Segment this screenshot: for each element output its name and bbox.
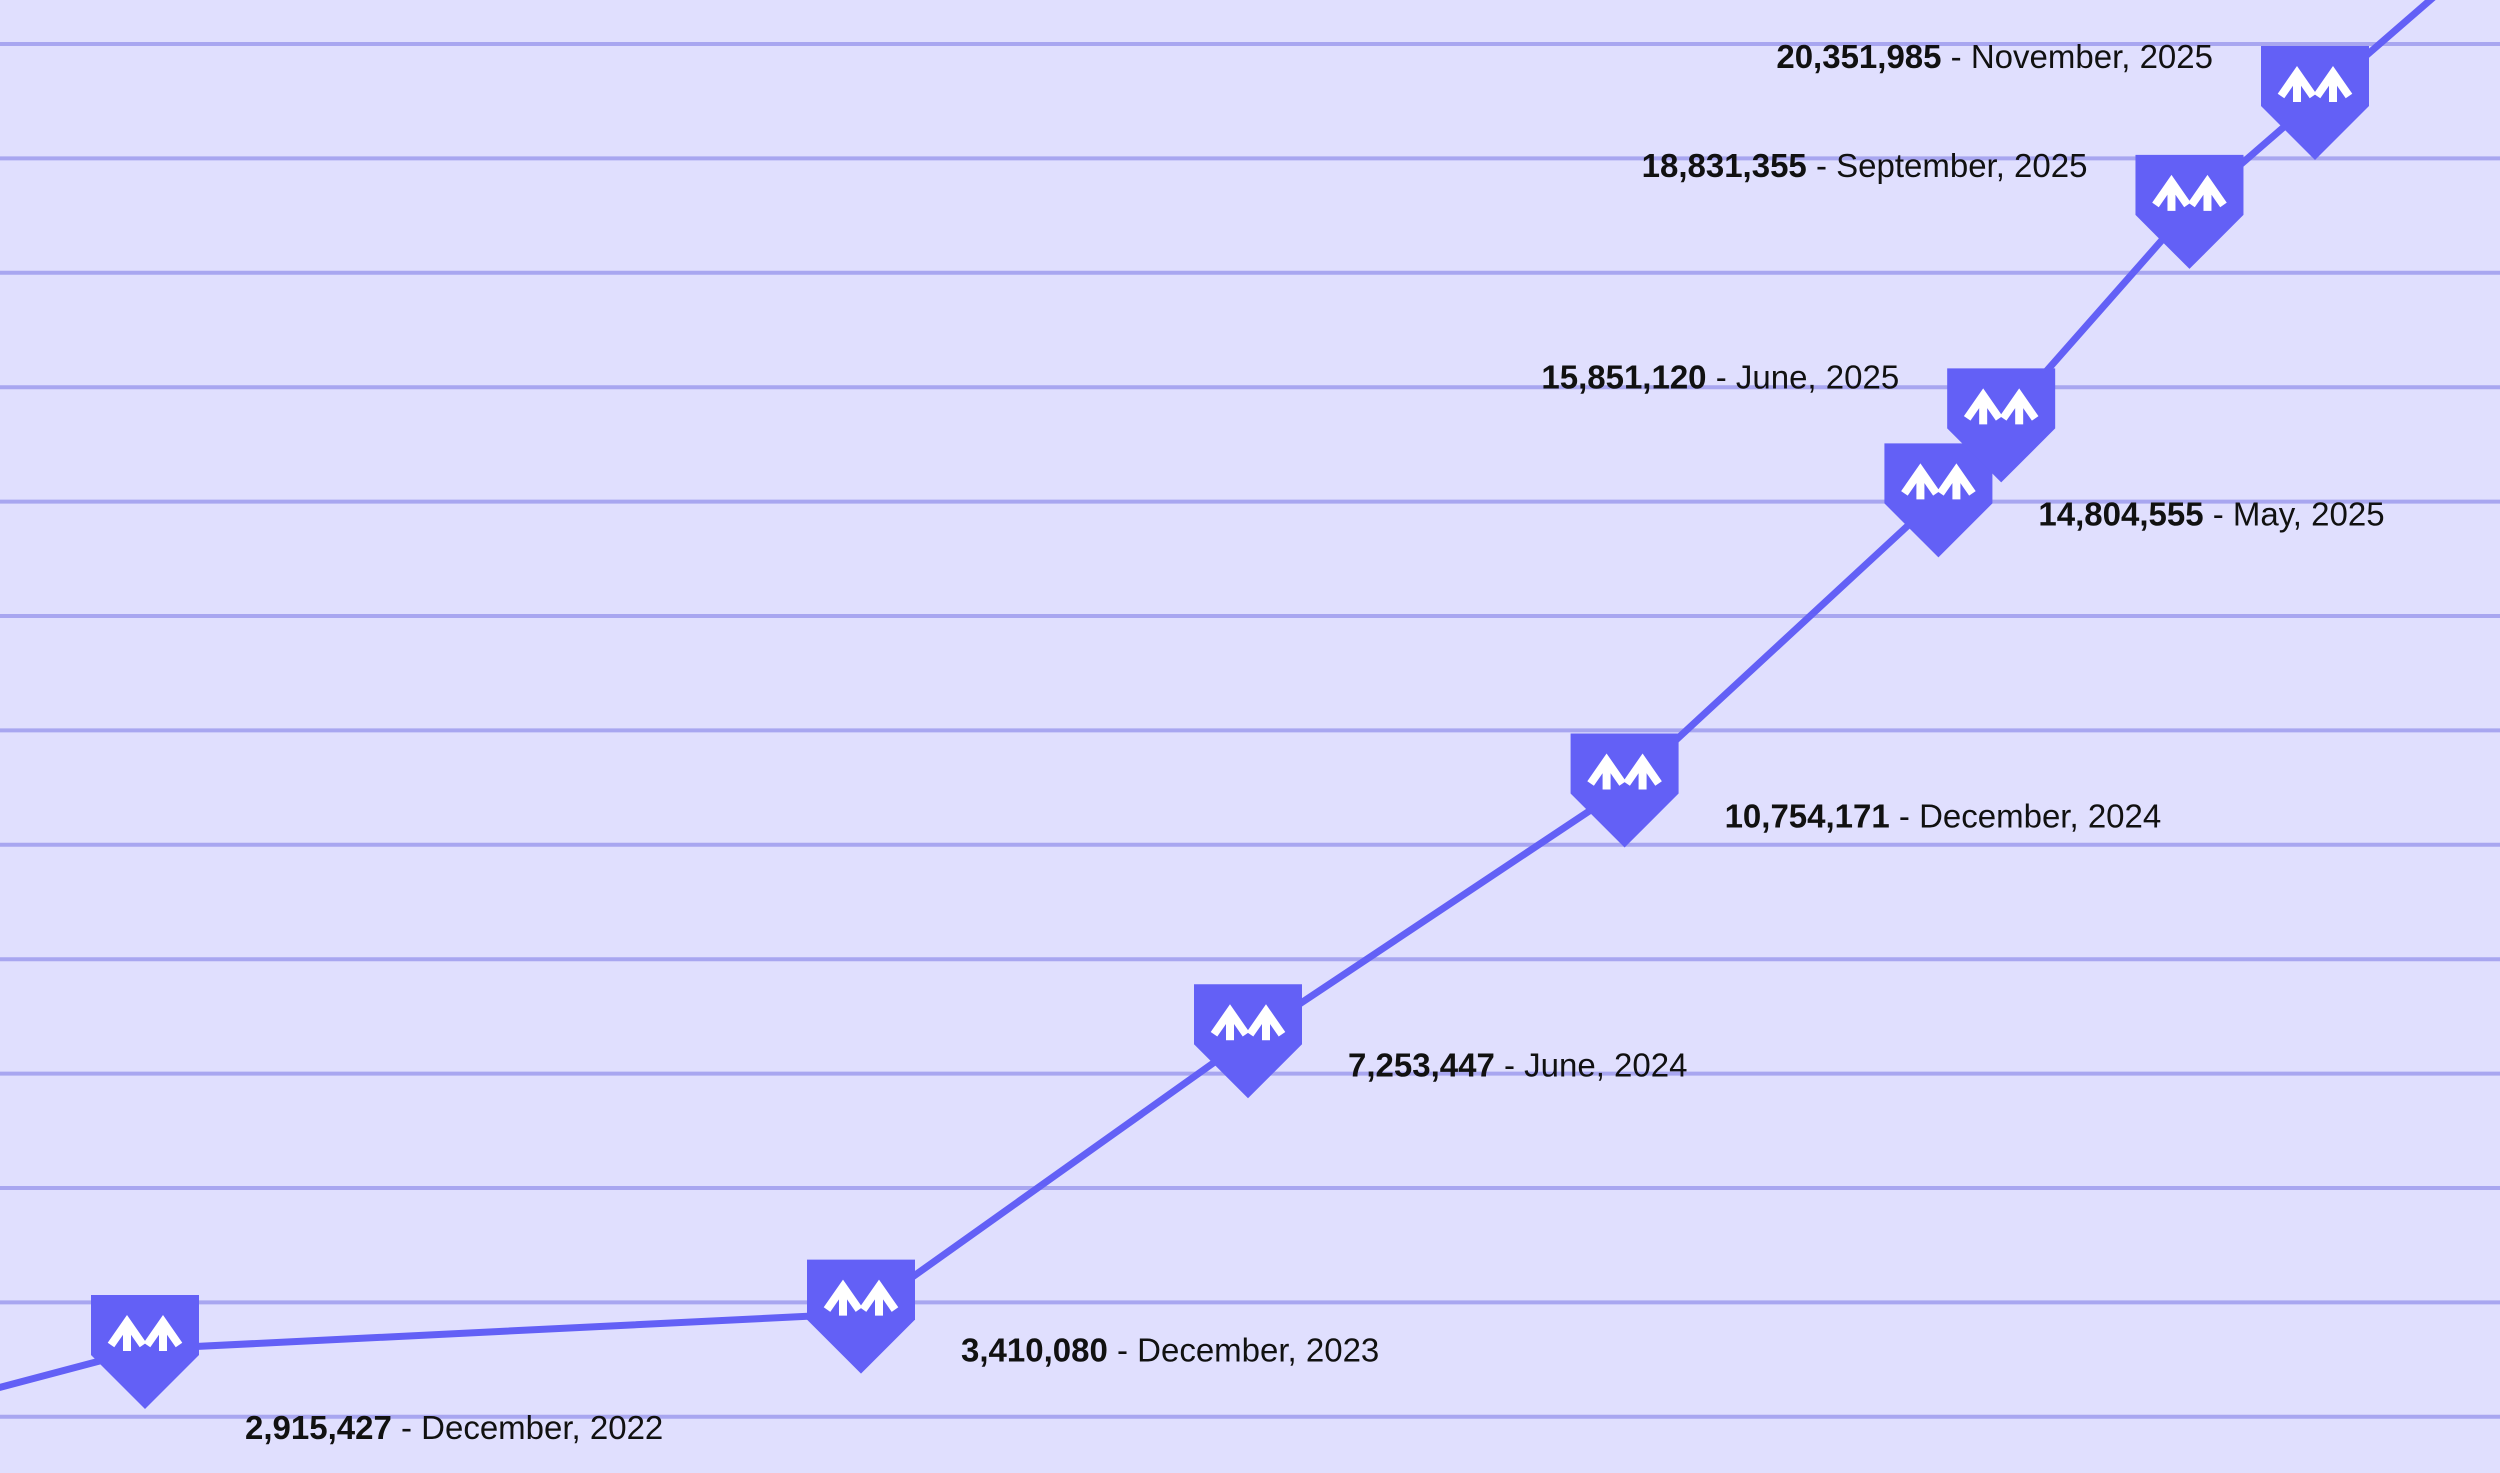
m-arrows-logo-icon xyxy=(2277,65,2353,102)
markers xyxy=(91,46,2369,1409)
m-arrows-logo-icon xyxy=(2152,174,2227,211)
data-label-date: - December, 2024 xyxy=(1890,798,2161,835)
data-point-marker xyxy=(2135,154,2244,269)
m-arrows-logo-icon xyxy=(823,1279,899,1316)
data-point-marker xyxy=(1570,733,1679,848)
data-label: 7,253,447 - June, 2024 xyxy=(1348,1046,1687,1083)
data-point-marker xyxy=(1194,984,1302,1099)
marker-pin-shape xyxy=(1194,984,1302,1099)
marker-pin-shape xyxy=(91,1295,199,1409)
m-arrows-logo-icon xyxy=(107,1314,183,1351)
data-label: 2,915,427 - December, 2022 xyxy=(245,1409,663,1446)
trend-line-layer xyxy=(0,0,2436,1391)
data-point-marker xyxy=(2261,46,2369,160)
data-label: 18,831,355 - September, 2025 xyxy=(1642,147,2088,184)
data-labels: 2,915,427 - December, 2022 3,410,080 - De… xyxy=(245,38,2385,1446)
data-label-value: 10,754,171 xyxy=(1725,798,1890,835)
data-point-marker xyxy=(807,1259,915,1374)
marker-pin-shape xyxy=(1570,733,1679,848)
m-arrows-logo-icon xyxy=(1901,463,1976,500)
data-label: 10,754,171 - December, 2024 xyxy=(1725,798,2162,835)
data-point-marker xyxy=(91,1295,199,1409)
marker-pin-shape xyxy=(1947,368,2056,483)
m-arrows-logo-icon xyxy=(1963,388,2039,425)
data-label-date: - December, 2022 xyxy=(392,1409,663,1446)
data-label: 3,410,080 - December, 2023 xyxy=(961,1332,1379,1369)
m-arrows-logo-icon xyxy=(1210,1004,1286,1041)
data-label-value: 2,915,427 xyxy=(245,1409,392,1446)
gridlines xyxy=(0,42,2500,1419)
data-label-date: - June, 2025 xyxy=(1707,358,1900,395)
data-label-value: 20,351,985 xyxy=(1776,38,1941,75)
marker-pin-shape xyxy=(2261,46,2369,160)
data-label-date: - June, 2024 xyxy=(1495,1046,1688,1083)
marker-pin-shape xyxy=(1884,443,1993,558)
marker-pin-shape xyxy=(2135,154,2244,269)
data-label-value: 3,410,080 xyxy=(961,1332,1108,1369)
data-label-date: - May, 2025 xyxy=(2204,495,2385,532)
data-label-value: 15,851,120 xyxy=(1541,358,1706,395)
data-label: 15,851,120 - June, 2025 xyxy=(1541,358,1899,395)
data-label-date: - November, 2025 xyxy=(1942,38,2213,75)
trend-line xyxy=(0,0,2436,1391)
marker-pin-shape xyxy=(807,1259,915,1374)
data-label-date: - September, 2025 xyxy=(1807,147,2088,184)
data-point-marker xyxy=(1947,368,2056,483)
data-label-value: 7,253,447 xyxy=(1348,1046,1495,1083)
data-label-value: 14,804,555 xyxy=(2038,495,2203,532)
data-label: 20,351,985 - November, 2025 xyxy=(1776,38,2213,75)
data-label: 14,804,555 - May, 2025 xyxy=(2038,495,2384,532)
m-arrows-logo-icon xyxy=(1587,753,1662,790)
data-label-value: 18,831,355 xyxy=(1642,147,1807,184)
data-point-marker xyxy=(1884,443,1993,558)
data-label-date: - December, 2023 xyxy=(1108,1332,1379,1369)
